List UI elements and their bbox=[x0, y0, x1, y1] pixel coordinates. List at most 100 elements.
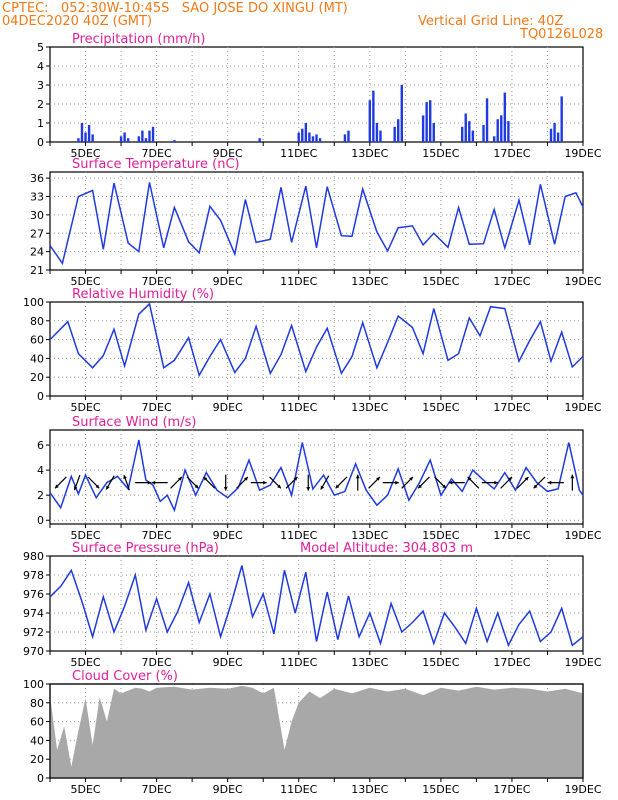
header-code: TQ0126L028 bbox=[520, 27, 604, 42]
x-tick-label: 7DEC bbox=[142, 529, 172, 542]
precip-bar bbox=[311, 136, 315, 142]
x-tick-label: 19DEC bbox=[564, 656, 601, 669]
precip-bar bbox=[297, 132, 300, 142]
y-tick-label: 21 bbox=[30, 264, 44, 277]
wind-arrow-head bbox=[244, 477, 248, 481]
x-tick-label: 9DEC bbox=[213, 529, 243, 542]
wind-arrow-head bbox=[395, 480, 399, 485]
wind-arrow-head bbox=[151, 480, 156, 485]
panel-frame bbox=[49, 683, 584, 779]
x-tick-label: 19DEC bbox=[564, 275, 601, 288]
precip-bar bbox=[77, 138, 80, 142]
y-tick-label: 100 bbox=[23, 296, 44, 309]
wind-arrow-head bbox=[335, 484, 340, 489]
x-tick-label: 9DEC bbox=[213, 401, 243, 414]
header-line1: CPTEC: 052:30W-10:45S SAO JOSE DO XINGU … bbox=[2, 1, 348, 16]
precip-bar bbox=[148, 130, 151, 142]
x-tick-label: 5DEC bbox=[70, 147, 100, 160]
precip-bar bbox=[84, 132, 87, 142]
series-line bbox=[49, 565, 584, 648]
wind-arrow-head bbox=[442, 484, 446, 489]
wind-arrow-head bbox=[533, 484, 538, 489]
y-tick-label: 6 bbox=[37, 439, 44, 452]
x-tick-label: 15DEC bbox=[422, 656, 459, 669]
precip-bar bbox=[397, 119, 400, 142]
y-tick-label: 0 bbox=[37, 136, 44, 149]
precip-bar bbox=[400, 85, 403, 142]
x-tick-label: 9DEC bbox=[213, 656, 243, 669]
wind-arrow-head bbox=[320, 485, 325, 490]
x-tick-label: 11DEC bbox=[280, 275, 317, 288]
precip-bar bbox=[553, 123, 556, 142]
series-line bbox=[49, 439, 584, 513]
precip-bar bbox=[343, 134, 347, 142]
x-tick-label: 11DEC bbox=[280, 783, 317, 796]
panel-5: Cloud Cover (%) 0 20 40 60 80 100 5DEC 7DEC 9DEC 1… bbox=[23, 669, 602, 796]
precip-bar bbox=[301, 128, 304, 142]
y-tick-label: 40 bbox=[30, 352, 44, 365]
wind-arrow-head bbox=[203, 477, 208, 481]
precip-bar bbox=[347, 130, 350, 142]
precip-bar bbox=[151, 126, 155, 142]
panel-title: Surface Wind (m/s) bbox=[72, 415, 196, 430]
panel-frame bbox=[49, 301, 584, 397]
y-tick-label: 36 bbox=[30, 172, 44, 185]
panel-title: Cloud Cover (%) bbox=[72, 669, 178, 684]
wind-arrow-head bbox=[418, 484, 422, 489]
x-tick-label: 15DEC bbox=[422, 529, 459, 542]
x-tick-label: 15DEC bbox=[422, 275, 459, 288]
y-tick-label: 40 bbox=[30, 734, 44, 747]
wind-arrow-head bbox=[194, 484, 199, 489]
x-tick-label: 17DEC bbox=[493, 783, 530, 796]
y-tick-label: 60 bbox=[30, 334, 44, 347]
x-tick-label: 11DEC bbox=[280, 656, 317, 669]
wind-arrow-head bbox=[147, 480, 152, 485]
precip-bar bbox=[560, 96, 563, 142]
x-tick-label: 17DEC bbox=[493, 401, 530, 414]
wind-arrow-head bbox=[95, 484, 100, 489]
x-tick-label: 5DEC bbox=[70, 656, 100, 669]
precip-bar bbox=[258, 138, 261, 142]
precip-bar bbox=[500, 115, 503, 142]
y-tick-label: 80 bbox=[30, 697, 44, 710]
x-tick-label: 19DEC bbox=[564, 783, 601, 796]
panel-annotation: Model Altitude: 304.803 m bbox=[300, 541, 473, 556]
x-tick-label: 19DEC bbox=[564, 401, 601, 414]
panel-0: Precipitation (mm/h) 0 1 2 3 4 5 5DEC 7DEC 9DEC 11… bbox=[37, 32, 602, 160]
precip-bar bbox=[141, 130, 144, 142]
x-tick-label: 15DEC bbox=[422, 401, 459, 414]
x-tick-label: 17DEC bbox=[493, 656, 530, 669]
wind-arrow-head bbox=[508, 477, 512, 481]
wind-arrow-head bbox=[524, 477, 529, 481]
y-tick-label: 976 bbox=[23, 588, 44, 601]
y-tick-label: 0 bbox=[37, 390, 44, 403]
x-tick-label: 13DEC bbox=[351, 783, 388, 796]
panel-title: Relative Humidity (%) bbox=[72, 287, 214, 302]
wind-arrow-head bbox=[494, 480, 498, 485]
precip-bar bbox=[556, 132, 560, 142]
panel-frame bbox=[49, 171, 584, 271]
precip-bar bbox=[368, 100, 371, 142]
precip-bar bbox=[503, 92, 507, 142]
wind-arrow-head bbox=[263, 480, 267, 485]
precip-bar bbox=[485, 98, 489, 142]
y-tick-label: 4 bbox=[37, 464, 44, 477]
wind-arrow-head bbox=[178, 477, 182, 481]
precip-bar bbox=[496, 119, 499, 142]
x-tick-label: 13DEC bbox=[351, 529, 388, 542]
x-tick-label: 15DEC bbox=[422, 783, 459, 796]
precip-bar bbox=[87, 124, 91, 142]
y-tick-label: 4 bbox=[37, 60, 44, 73]
panel-4: Surface Pressure (hPa) Model Altitude: 30… bbox=[23, 541, 602, 669]
precip-bar bbox=[119, 136, 123, 142]
x-tick-label: 13DEC bbox=[351, 401, 388, 414]
precip-bar bbox=[315, 134, 318, 142]
precip-bar bbox=[468, 121, 471, 142]
precip-bar bbox=[372, 90, 375, 142]
x-tick-label: 19DEC bbox=[564, 529, 601, 542]
precip-bar bbox=[482, 124, 485, 142]
wind-arrow-head bbox=[55, 484, 59, 489]
precip-bar bbox=[471, 130, 475, 142]
panel-frame bbox=[49, 555, 584, 652]
precip-bar bbox=[432, 123, 435, 142]
